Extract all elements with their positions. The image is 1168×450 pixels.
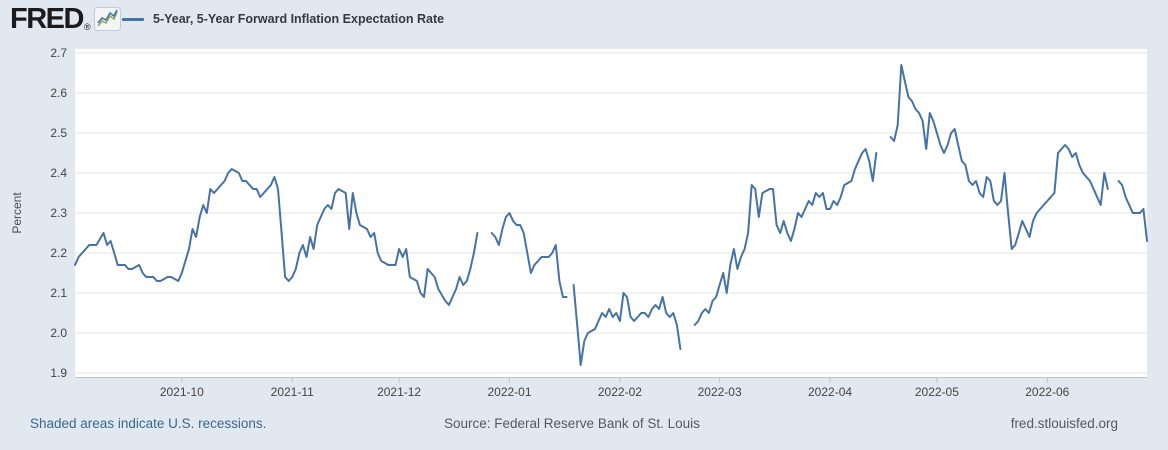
site-link[interactable]: fred.stlouisfed.org [1010,416,1118,431]
x-tick-label: 2021-12 [377,385,421,399]
x-tick-label: 2022-04 [808,385,852,399]
y-tick-label: 2.0 [50,326,67,340]
data-line[interactable] [490,212,568,298]
data-line[interactable] [572,284,682,366]
y-tick-label: 2.1 [50,286,67,300]
header: FRED ® 5-Year, 5-Year Forward Inflation … [0,0,1168,38]
x-tick-label: 2021-10 [160,385,204,399]
x-tick-label: 2022-06 [1025,385,1069,399]
y-tick-label: 2.7 [50,46,67,60]
y-tick-label: 1.9 [50,366,67,380]
data-line[interactable] [1117,180,1148,242]
data-line[interactable] [889,64,1109,250]
x-tick-label: 2022-02 [598,385,642,399]
footer: Shaded areas indicate U.S. recessions. S… [0,408,1168,442]
x-tick-label: 2022-01 [487,385,531,399]
fred-logo[interactable]: FRED ® [10,4,121,34]
x-tick-label: 2021-11 [271,385,314,399]
y-tick-label: 2.5 [50,126,67,140]
y-tick-label: 2.3 [50,206,67,220]
y-tick-label: 2.6 [50,86,67,100]
legend: 5-Year, 5-Year Forward Inflation Expecta… [122,12,444,26]
recessions-link[interactable]: Shaded areas indicate U.S. recessions. [30,416,267,431]
fred-logo-text: FRED [10,3,84,35]
legend-series-label: 5-Year, 5-Year Forward Inflation Expecta… [153,12,445,26]
y-tick-label: 2.2 [50,246,67,260]
fred-sparkline-icon [93,7,121,31]
y-axis-title: Percent [10,192,24,234]
x-tick-label: 2022-03 [698,385,742,399]
source-text: Source: Federal Reserve Bank of St. Loui… [444,416,700,431]
data-line[interactable] [74,168,479,306]
x-tick-label: 2022-05 [915,385,959,399]
data-line[interactable] [693,148,878,326]
legend-line-swatch [122,17,144,21]
registered-mark: ® [83,22,91,32]
y-tick-label: 2.4 [50,166,67,180]
